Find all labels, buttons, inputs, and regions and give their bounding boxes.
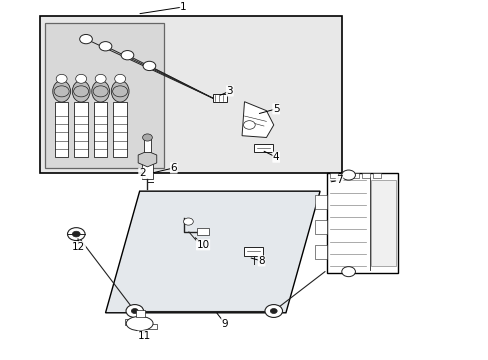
Text: 12: 12 [72,242,85,252]
Ellipse shape [111,81,129,102]
Bar [113,102,127,157]
Circle shape [126,305,143,318]
Bar [143,139,151,152]
Bar [142,164,153,179]
Circle shape [270,309,277,314]
Circle shape [72,231,80,237]
Circle shape [67,228,85,240]
Text: 10: 10 [196,240,209,250]
Text: 2: 2 [139,168,145,178]
Circle shape [341,170,355,180]
Circle shape [99,42,112,51]
Bar [94,102,107,157]
Circle shape [142,134,152,141]
Text: 9: 9 [221,319,228,329]
Bar [40,16,341,173]
Ellipse shape [72,81,90,102]
Bar [136,310,144,318]
Ellipse shape [126,316,153,331]
Bar [350,173,358,177]
Bar [197,228,209,235]
Circle shape [243,121,255,129]
Text: 7: 7 [336,175,342,185]
Ellipse shape [53,81,70,102]
Bar [372,173,380,177]
Circle shape [131,309,138,314]
Bar [244,247,263,256]
Circle shape [341,267,355,277]
Ellipse shape [76,75,86,83]
Circle shape [80,35,92,44]
Bar [329,173,337,177]
Text: 11: 11 [138,331,151,341]
Text: 6: 6 [170,163,177,173]
Bar [315,195,327,209]
Text: 3: 3 [226,86,233,96]
Bar [74,102,88,157]
Polygon shape [242,102,273,138]
Circle shape [143,61,156,71]
Bar [148,324,157,329]
Bar [44,23,163,168]
Ellipse shape [95,75,106,83]
Bar [340,173,347,177]
Ellipse shape [92,81,109,102]
Bar [254,144,272,152]
Circle shape [264,305,282,318]
Bar [370,180,395,266]
Bar [315,220,327,234]
Bar [361,173,369,177]
Text: 8: 8 [258,256,264,266]
Bar [212,94,227,102]
Ellipse shape [56,75,67,83]
Circle shape [121,50,134,60]
Bar [125,319,132,325]
Polygon shape [105,191,320,313]
Bar [55,102,68,157]
Text: 4: 4 [272,152,279,162]
Circle shape [183,218,193,225]
Bar [315,245,327,259]
Text: 5: 5 [272,104,279,114]
Bar [327,173,397,274]
Text: 1: 1 [180,2,186,12]
Ellipse shape [115,75,125,83]
